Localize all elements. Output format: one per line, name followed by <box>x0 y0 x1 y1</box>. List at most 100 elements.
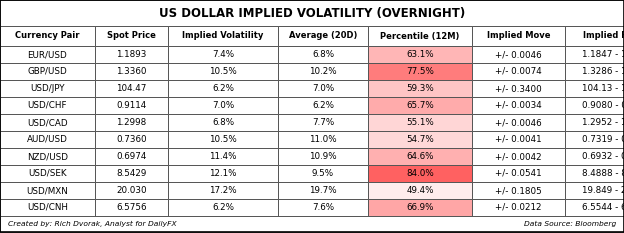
Text: +/- 0.1805: +/- 0.1805 <box>495 186 542 195</box>
Bar <box>368 46 472 63</box>
Text: 6.8%: 6.8% <box>312 50 334 59</box>
Bar <box>368 63 472 80</box>
Text: NZD/USD: NZD/USD <box>27 152 68 161</box>
Text: 6.2%: 6.2% <box>212 203 234 212</box>
Bar <box>168 114 278 131</box>
Text: 6.2%: 6.2% <box>212 84 234 93</box>
Text: 10.5%: 10.5% <box>209 135 237 144</box>
Bar <box>368 114 472 131</box>
Bar <box>278 182 368 199</box>
Bar <box>368 131 472 148</box>
Bar <box>278 165 368 182</box>
Bar <box>472 80 565 97</box>
Bar <box>168 46 278 63</box>
Bar <box>565 80 624 97</box>
Text: 59.3%: 59.3% <box>406 84 434 93</box>
Text: +/- 0.0541: +/- 0.0541 <box>495 169 542 178</box>
Text: Implied Volatility: Implied Volatility <box>182 31 264 41</box>
Bar <box>472 46 565 63</box>
Text: 11.4%: 11.4% <box>209 152 236 161</box>
Bar <box>95 97 168 114</box>
Text: 1.1847 - 1.1939: 1.1847 - 1.1939 <box>582 50 624 59</box>
Bar <box>95 46 168 63</box>
Text: 6.2%: 6.2% <box>312 101 334 110</box>
Text: 10.5%: 10.5% <box>209 67 237 76</box>
Text: Data Source: Bloomberg: Data Source: Bloomberg <box>524 221 616 227</box>
Text: 1.3360: 1.3360 <box>116 67 147 76</box>
Text: Implied Move: Implied Move <box>487 31 550 41</box>
Bar <box>168 80 278 97</box>
Bar <box>368 199 472 216</box>
Text: 19.849 - 20.210: 19.849 - 20.210 <box>582 186 624 195</box>
Text: 54.7%: 54.7% <box>406 135 434 144</box>
Bar <box>0 114 95 131</box>
Bar <box>0 26 95 46</box>
Text: 11.0%: 11.0% <box>309 135 337 144</box>
Text: 0.7360: 0.7360 <box>116 135 147 144</box>
Text: EUR/USD: EUR/USD <box>27 50 67 59</box>
Bar <box>0 46 95 63</box>
Bar <box>0 182 95 199</box>
Bar <box>565 46 624 63</box>
Text: 8.5429: 8.5429 <box>116 169 147 178</box>
Text: +/- 0.0042: +/- 0.0042 <box>495 152 542 161</box>
Bar <box>368 148 472 165</box>
Text: 7.0%: 7.0% <box>312 84 334 93</box>
Bar <box>278 97 368 114</box>
Text: 55.1%: 55.1% <box>406 118 434 127</box>
Text: 12.1%: 12.1% <box>209 169 236 178</box>
Bar <box>0 63 95 80</box>
Text: 10.9%: 10.9% <box>309 152 337 161</box>
Bar <box>565 97 624 114</box>
Text: 0.6932 - 0.7016: 0.6932 - 0.7016 <box>582 152 624 161</box>
Text: Average (20D): Average (20D) <box>289 31 357 41</box>
Bar <box>0 165 95 182</box>
Bar <box>168 165 278 182</box>
Text: 49.4%: 49.4% <box>406 186 434 195</box>
Bar <box>368 26 472 46</box>
Bar <box>565 131 624 148</box>
Text: Percentile (12M): Percentile (12M) <box>380 31 460 41</box>
Text: 0.9080 - 0.9148: 0.9080 - 0.9148 <box>582 101 624 110</box>
Text: 9.5%: 9.5% <box>312 169 334 178</box>
Bar <box>0 97 95 114</box>
Text: USD/MXN: USD/MXN <box>27 186 69 195</box>
Text: 0.7319 - 0.7401: 0.7319 - 0.7401 <box>582 135 624 144</box>
Text: 6.8%: 6.8% <box>212 118 234 127</box>
Bar <box>95 199 168 216</box>
Bar <box>565 182 624 199</box>
Text: +/- 0.0034: +/- 0.0034 <box>495 101 542 110</box>
Bar <box>95 182 168 199</box>
Text: 7.4%: 7.4% <box>212 50 234 59</box>
Text: +/- 0.0046: +/- 0.0046 <box>495 50 542 59</box>
Text: 1.2952 - 1.3044: 1.2952 - 1.3044 <box>582 118 624 127</box>
Bar <box>95 131 168 148</box>
Bar <box>472 114 565 131</box>
Bar <box>168 63 278 80</box>
Text: USD/JPY: USD/JPY <box>30 84 65 93</box>
Bar <box>278 199 368 216</box>
Bar <box>0 199 95 216</box>
Bar <box>472 63 565 80</box>
Bar <box>565 199 624 216</box>
Text: 19.7%: 19.7% <box>309 186 337 195</box>
Text: Created by: Rich Dvorak, Analyst for DailyFX: Created by: Rich Dvorak, Analyst for Dai… <box>8 221 177 227</box>
Text: 6.5544 - 6.5968: 6.5544 - 6.5968 <box>582 203 624 212</box>
Text: USD/CHF: USD/CHF <box>27 101 67 110</box>
Text: +/- 0.0046: +/- 0.0046 <box>495 118 542 127</box>
Bar <box>0 216 624 232</box>
Bar <box>472 182 565 199</box>
Text: 104.13 - 104.81: 104.13 - 104.81 <box>582 84 624 93</box>
Bar <box>95 165 168 182</box>
Text: US DOLLAR IMPLIED VOLATILITY (OVERNIGHT): US DOLLAR IMPLIED VOLATILITY (OVERNIGHT) <box>159 7 465 20</box>
Bar <box>472 97 565 114</box>
Text: 7.6%: 7.6% <box>312 203 334 212</box>
Text: 84.0%: 84.0% <box>406 169 434 178</box>
Text: 66.9%: 66.9% <box>406 203 434 212</box>
Bar <box>565 148 624 165</box>
Bar <box>565 26 624 46</box>
Bar <box>0 0 624 26</box>
Bar <box>168 182 278 199</box>
Bar <box>95 26 168 46</box>
Bar <box>472 199 565 216</box>
